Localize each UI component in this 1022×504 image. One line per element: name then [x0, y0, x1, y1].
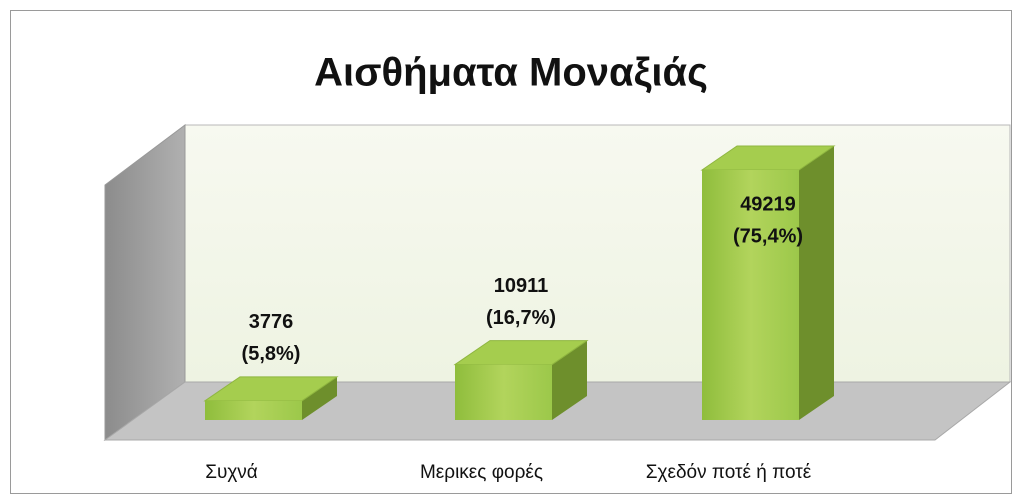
- value-label: 10911: [494, 275, 549, 297]
- percent-label: (16,7%): [486, 307, 556, 329]
- percent-label: (5,8%): [242, 343, 301, 365]
- back-wall: [184, 124, 1011, 383]
- bar-side: [552, 340, 587, 420]
- bar: [455, 364, 552, 420]
- percent-label: (75,4%): [733, 225, 803, 247]
- chart-title: Αισθήματα Μοναξιάς: [314, 51, 708, 95]
- bar: [702, 170, 799, 420]
- value-label: 49219: [740, 193, 796, 215]
- bar-side: [799, 146, 834, 420]
- value-label: 3776: [249, 311, 294, 333]
- bar-side: [302, 376, 337, 420]
- bar: [205, 400, 302, 420]
- x-tick-label: Σχεδόν ποτέ ή ποτέ: [646, 462, 812, 483]
- x-tick-label: Συχνά: [205, 462, 258, 483]
- x-tick-label: Μερικες φορές: [420, 462, 543, 483]
